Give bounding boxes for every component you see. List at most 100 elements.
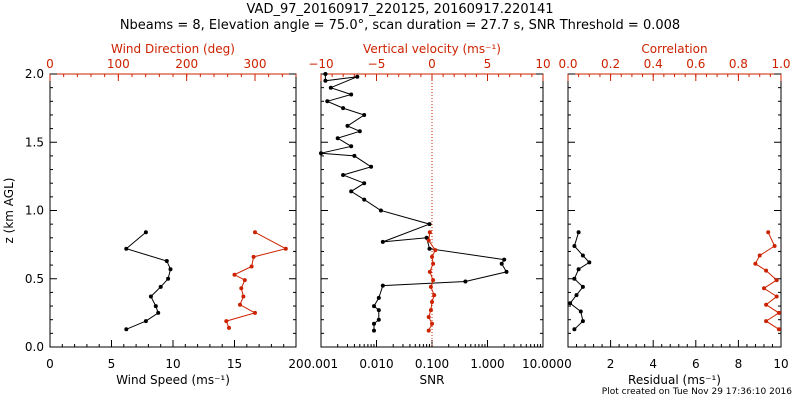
vertical-velocity-point: [426, 328, 431, 333]
residual-point: [574, 293, 579, 298]
snr-xtick-top-label: −5: [368, 57, 386, 71]
snr-point: [376, 295, 381, 300]
residual-xtick-bottom-label: 6: [692, 357, 700, 371]
residual-point: [580, 319, 585, 324]
correlation-point: [776, 327, 781, 332]
y-axis-label: z (km AGL): [2, 178, 16, 244]
vertical-velocity-point: [428, 308, 433, 313]
residual-point: [587, 260, 592, 265]
vertical-velocity-point: [431, 278, 436, 283]
wind-direction-point: [242, 278, 247, 283]
snr-point: [372, 328, 376, 333]
wind-direction-point: [253, 310, 257, 315]
snr-point: [357, 129, 362, 134]
vertical-velocity-point: [428, 284, 433, 289]
residual-xtick-top-label: 0.8: [729, 57, 748, 71]
wind-speed-point: [168, 267, 173, 272]
wind-direction-point: [227, 325, 231, 330]
wind-direction-point: [239, 286, 244, 291]
residual-xtick-bottom-label: 8: [735, 357, 743, 371]
wind-xtick-bottom-label: 0: [46, 357, 54, 371]
residual-bottom-axis-label: Residual (ms⁻¹): [628, 373, 721, 387]
snr-point: [319, 151, 323, 156]
correlation-point: [757, 253, 762, 258]
snr-point: [378, 208, 383, 213]
correlation-point: [774, 294, 779, 299]
residual-point: [568, 301, 573, 306]
wind-direction-point: [241, 294, 246, 299]
wind-speed-point: [164, 259, 169, 263]
wind-direction-point: [238, 302, 242, 307]
vertical-velocity-point: [432, 293, 437, 298]
correlation-point: [764, 268, 769, 273]
wind-direction-point: [249, 264, 254, 269]
residual-top-axis-label: Correlation: [641, 42, 707, 56]
wind-direction-point: [253, 230, 257, 235]
wind-xtick-top-label: 100: [107, 57, 130, 71]
wind-direction-series-line: [225, 231, 288, 329]
correlation-point: [764, 319, 769, 324]
wind-panel: 0.0 0.5 1.0 1.5 2.0 z (km AGL) 0 5 10 15 20 Wind Sp…: [2, 42, 304, 387]
snr-point: [341, 106, 346, 111]
residual-xtick-bottom-label: 10: [773, 357, 788, 371]
snr-point: [362, 197, 367, 202]
snr-point: [376, 317, 381, 322]
snr-point: [502, 257, 507, 262]
snr-point: [323, 72, 328, 76]
wind-xtick-bottom-label: 15: [227, 357, 242, 371]
snr-xtick-bottom-label: 1.000: [470, 357, 504, 371]
snr-point: [427, 222, 432, 227]
wind-xtick-bottom-label: 5: [108, 357, 116, 371]
ytick-label: 1.5: [25, 135, 44, 149]
wind-direction-point: [251, 254, 256, 259]
residual-xtick-top-label: 0.6: [686, 57, 705, 71]
ytick-label: 0.5: [25, 272, 44, 286]
snr-point: [369, 164, 374, 169]
snr-point: [325, 99, 330, 104]
residual-xtick-bottom-label: 0: [564, 357, 572, 371]
page-subtitle: Nbeams = 8, Elevation angle = 75.0°, sca…: [119, 18, 681, 33]
wind-bottom-axis-label: Wind Speed (ms⁻¹): [116, 373, 230, 387]
vertical-velocity-point: [430, 321, 434, 326]
snr-point: [376, 308, 381, 313]
wind-xtick-top-label: 200: [175, 57, 198, 71]
correlation-point: [774, 278, 779, 283]
residual-point: [580, 253, 585, 258]
residual-xtick-bottom-label: 2: [607, 357, 615, 371]
wind-direction-point: [224, 319, 229, 324]
snr-point: [323, 78, 328, 83]
snr-point: [352, 153, 357, 158]
wind-direction-point: [283, 246, 288, 251]
correlation-point: [772, 244, 777, 248]
snr-point: [380, 283, 385, 288]
snr-point: [341, 173, 346, 177]
wind-xtick-bottom-label: 10: [165, 357, 180, 371]
snr-point: [349, 144, 354, 149]
wind-speed-point: [153, 304, 158, 309]
vertical-velocity-point: [427, 269, 432, 274]
snr-point: [349, 92, 354, 97]
residual-point: [572, 276, 577, 281]
residual-xtick-top-label: 0.4: [644, 57, 663, 71]
ytick-label: 2.0: [25, 67, 44, 81]
snr-point: [499, 261, 504, 266]
residual-point: [580, 284, 585, 289]
wind-speed-point: [124, 327, 129, 332]
residual-point: [576, 230, 581, 235]
wind-speed-series-line: [125, 231, 172, 330]
wind-speed-point: [124, 246, 129, 251]
snr-point: [463, 279, 468, 284]
snr-point: [504, 269, 509, 274]
residual-panel: 0 2 4 6 8 10 Residual (ms⁻¹) 0.0 0.2 0.4 0.6 0.8 1.0…: [558, 42, 790, 387]
page-title: VAD_97_20160917_220125, 20160917.220141: [246, 2, 554, 17]
snr-xtick-bottom-label: 0.100: [415, 357, 449, 371]
wind-speed-point: [158, 284, 163, 289]
snr-xtick-top-label: 10: [535, 57, 550, 71]
vertical-velocity-point: [430, 254, 434, 259]
residual-xtick-top-label: 0.0: [558, 57, 577, 71]
residual-xtick-top-label: 0.2: [601, 57, 620, 71]
snr-panel: 0.001 0.010 0.100 1.000 10.000 SNR −10 −5 0 5 10 Ve…: [304, 42, 564, 387]
plot-created-note: Plot created on Tue Nov 29 17:36:10 2016: [601, 387, 792, 397]
snr-xtick-bottom-label: 10.000: [522, 357, 564, 371]
